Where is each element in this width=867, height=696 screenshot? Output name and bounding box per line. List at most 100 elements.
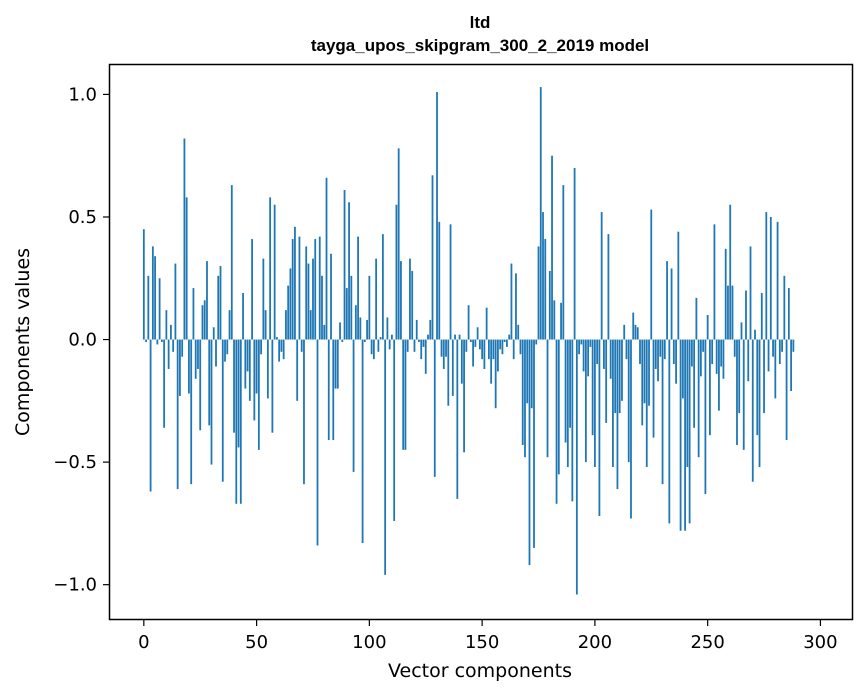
bar-75 bbox=[312, 258, 314, 340]
bar-227 bbox=[654, 339, 657, 369]
bar-215 bbox=[627, 339, 630, 463]
bar-216 bbox=[630, 339, 632, 519]
bar-48 bbox=[251, 239, 253, 340]
bar-9 bbox=[163, 339, 166, 428]
bar-163 bbox=[510, 263, 513, 340]
bar-134 bbox=[445, 339, 447, 357]
bar-42 bbox=[237, 339, 240, 448]
bar-11 bbox=[167, 339, 170, 369]
bar-281 bbox=[776, 221, 779, 340]
bar-269 bbox=[749, 246, 752, 340]
bar-218 bbox=[634, 324, 637, 340]
bar-29 bbox=[208, 339, 211, 426]
bar-171 bbox=[528, 339, 531, 566]
bar-24 bbox=[197, 339, 199, 369]
bar-162 bbox=[508, 334, 511, 340]
bar-278 bbox=[769, 216, 772, 340]
bar-240 bbox=[684, 339, 686, 531]
bar-161 bbox=[506, 339, 508, 347]
bar-145 bbox=[469, 339, 472, 342]
bar-241 bbox=[686, 339, 689, 468]
bar-111 bbox=[393, 339, 396, 521]
bar-28 bbox=[206, 261, 208, 340]
bar-169 bbox=[524, 339, 526, 458]
bar-174 bbox=[535, 339, 538, 345]
bar-93 bbox=[352, 339, 355, 472]
bar-153 bbox=[487, 339, 490, 360]
bar-176 bbox=[539, 87, 542, 340]
bar-123 bbox=[420, 339, 423, 360]
bar-275 bbox=[763, 339, 765, 414]
bar-22 bbox=[192, 288, 195, 340]
bar-258 bbox=[724, 248, 727, 340]
bar-237 bbox=[677, 231, 680, 340]
bar-279 bbox=[772, 339, 774, 357]
bar-155 bbox=[492, 339, 495, 360]
bar-119 bbox=[411, 270, 414, 340]
bar-224 bbox=[648, 339, 650, 406]
bar-232 bbox=[666, 261, 668, 340]
bar-255 bbox=[718, 339, 720, 411]
bar-210 bbox=[616, 339, 619, 490]
bar-8 bbox=[160, 339, 163, 342]
bar-198 bbox=[589, 339, 592, 347]
bar-248 bbox=[702, 339, 705, 352]
bar-109 bbox=[388, 339, 391, 350]
bar-226 bbox=[652, 339, 655, 438]
bar-35 bbox=[221, 339, 224, 482]
bar-62 bbox=[282, 339, 285, 360]
bar-264 bbox=[738, 339, 741, 414]
bar-56 bbox=[269, 197, 272, 340]
bar-89 bbox=[343, 190, 346, 340]
bar-84 bbox=[332, 339, 335, 441]
bar-98 bbox=[363, 339, 366, 342]
bar-223 bbox=[645, 339, 648, 468]
bar-122 bbox=[418, 339, 420, 342]
bar-214 bbox=[625, 339, 628, 360]
x-axis-ticks: 0 50 100 150 200 250 300 bbox=[138, 619, 838, 653]
bar-130 bbox=[436, 91, 438, 340]
bar-268 bbox=[747, 339, 750, 382]
bar-4 bbox=[151, 246, 154, 340]
bar-127 bbox=[429, 319, 432, 340]
bar-262 bbox=[733, 339, 736, 357]
bar-205 bbox=[605, 339, 608, 423]
bar-45 bbox=[244, 339, 247, 389]
bar-154 bbox=[490, 339, 493, 384]
bar-16 bbox=[179, 339, 181, 396]
bar-17 bbox=[181, 339, 184, 357]
bar-188 bbox=[566, 339, 569, 468]
bar-101 bbox=[370, 339, 373, 355]
bar-165 bbox=[515, 273, 517, 340]
bar-261 bbox=[731, 285, 734, 340]
bar-121 bbox=[415, 319, 418, 340]
bar-164 bbox=[512, 339, 515, 360]
bar-125 bbox=[424, 339, 427, 374]
bar-55 bbox=[266, 339, 269, 399]
bar-271 bbox=[754, 329, 756, 340]
bar-67 bbox=[294, 226, 296, 340]
bar-74 bbox=[309, 310, 312, 340]
bar-168 bbox=[521, 339, 524, 445]
bar-225 bbox=[650, 209, 653, 340]
bar-221 bbox=[641, 339, 644, 426]
bar-64 bbox=[287, 285, 290, 340]
x-tick-label-100: 100 bbox=[352, 632, 386, 653]
bar-44 bbox=[242, 292, 244, 340]
bar-46 bbox=[246, 339, 249, 372]
bar-143 bbox=[465, 339, 468, 352]
bar-285 bbox=[785, 339, 788, 441]
x-tick-label-300: 300 bbox=[803, 632, 837, 653]
bar-34 bbox=[219, 266, 222, 340]
bar-284 bbox=[783, 275, 786, 340]
bar-59 bbox=[275, 337, 278, 340]
bar-104 bbox=[377, 339, 380, 352]
bar-21 bbox=[190, 339, 193, 485]
bar-173 bbox=[533, 339, 535, 548]
bar-31 bbox=[212, 327, 215, 340]
bar-251 bbox=[709, 339, 711, 436]
bar-132 bbox=[440, 339, 443, 357]
bar-33 bbox=[217, 275, 220, 340]
